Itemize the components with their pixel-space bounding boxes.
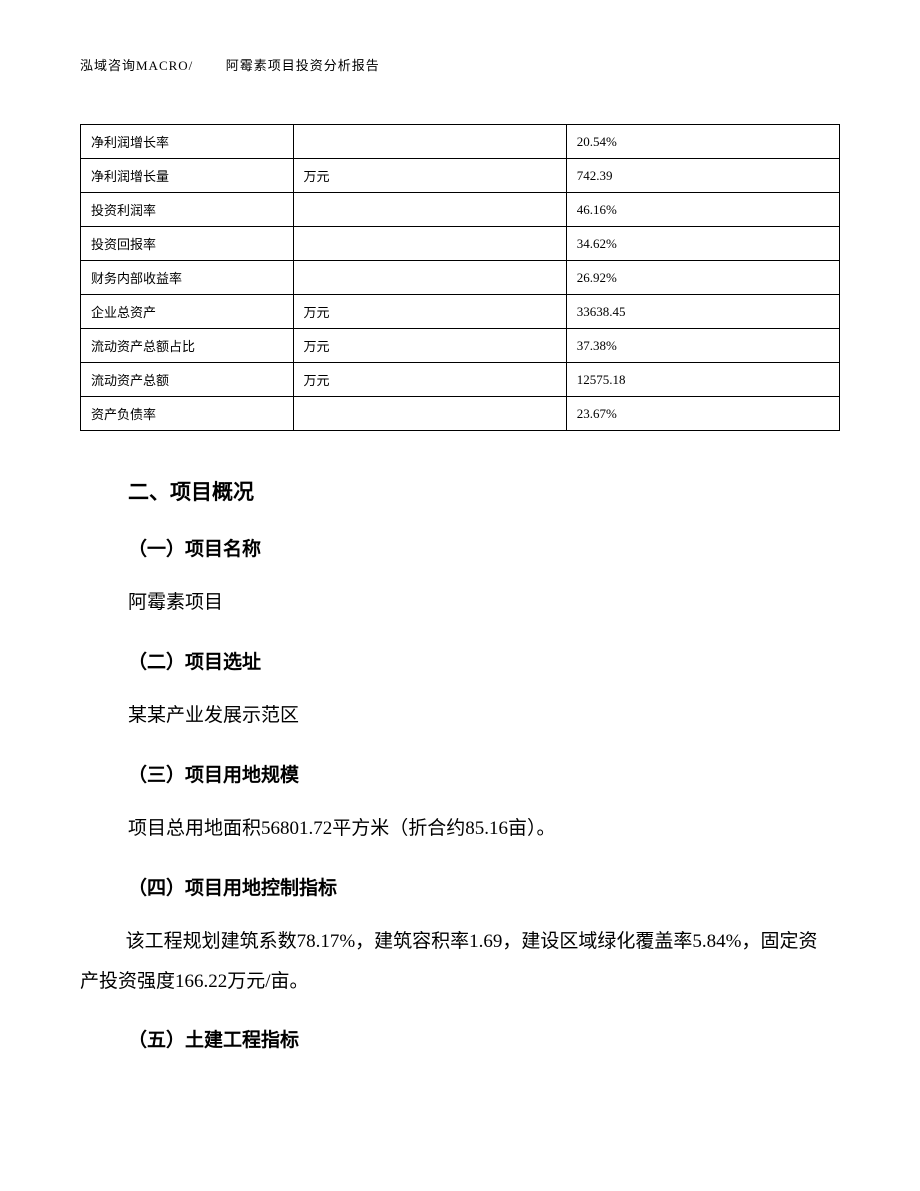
table-cell-label: 净利润增长率	[81, 125, 294, 159]
table-cell-unit: 万元	[293, 159, 566, 193]
header-company: 泓域咨询MACRO/	[80, 58, 193, 73]
table-cell-value: 20.54%	[566, 125, 839, 159]
table-cell-label: 流动资产总额	[81, 363, 294, 397]
table-cell-unit: 万元	[293, 329, 566, 363]
body-text-project-name: 阿霉素项目	[128, 583, 840, 623]
header-title: 阿霉素项目投资分析报告	[226, 58, 380, 73]
body-text-land-scale: 项目总用地面积56801.72平方米（折合约85.16亩）。	[128, 809, 840, 849]
table-cell-unit	[293, 261, 566, 295]
sub-heading-land-control: （四）项目用地控制指标	[128, 873, 840, 900]
table-cell-label: 净利润增长量	[81, 159, 294, 193]
table-row: 财务内部收益率 26.92%	[81, 261, 840, 295]
sub-heading-land-scale: （三）项目用地规模	[128, 760, 840, 787]
sub-heading-location: （二）项目选址	[128, 647, 840, 674]
sub-heading-project-name: （一）项目名称	[128, 534, 840, 561]
table-cell-label: 投资回报率	[81, 227, 294, 261]
table-cell-unit	[293, 193, 566, 227]
table-cell-value: 34.62%	[566, 227, 839, 261]
table-cell-value: 12575.18	[566, 363, 839, 397]
table-row: 流动资产总额占比 万元 37.38%	[81, 329, 840, 363]
table-row: 净利润增长率 20.54%	[81, 125, 840, 159]
table-row: 投资回报率 34.62%	[81, 227, 840, 261]
table-row: 资产负债率 23.67%	[81, 397, 840, 431]
table-cell-value: 46.16%	[566, 193, 839, 227]
table-cell-unit	[293, 125, 566, 159]
page-header: 泓域咨询MACRO/ 阿霉素项目投资分析报告	[80, 55, 840, 74]
table-cell-value: 23.67%	[566, 397, 839, 431]
table-cell-label: 资产负债率	[81, 397, 294, 431]
body-text-land-control: 该工程规划建筑系数78.17%，建筑容积率1.69，建设区域绿化覆盖率5.84%…	[80, 922, 840, 1002]
table-row: 流动资产总额 万元 12575.18	[81, 363, 840, 397]
table-cell-label: 投资利润率	[81, 193, 294, 227]
table-cell-unit	[293, 397, 566, 431]
financial-indicators-table: 净利润增长率 20.54% 净利润增长量 万元 742.39 投资利润率 46.…	[80, 124, 840, 431]
table-cell-value: 742.39	[566, 159, 839, 193]
table-cell-value: 33638.45	[566, 295, 839, 329]
document-page: 泓域咨询MACRO/ 阿霉素项目投资分析报告 净利润增长率 20.54% 净利润…	[0, 0, 920, 1154]
table-row: 企业总资产 万元 33638.45	[81, 295, 840, 329]
sub-heading-construction: （五）土建工程指标	[128, 1025, 840, 1052]
section-heading-overview: 二、项目概况	[128, 476, 840, 506]
table-cell-unit: 万元	[293, 363, 566, 397]
table-cell-value: 26.92%	[566, 261, 839, 295]
table-cell-unit	[293, 227, 566, 261]
table-cell-unit: 万元	[293, 295, 566, 329]
body-text-location: 某某产业发展示范区	[128, 696, 840, 736]
table-cell-label: 企业总资产	[81, 295, 294, 329]
table-cell-label: 财务内部收益率	[81, 261, 294, 295]
table-row: 净利润增长量 万元 742.39	[81, 159, 840, 193]
table-row: 投资利润率 46.16%	[81, 193, 840, 227]
table-cell-label: 流动资产总额占比	[81, 329, 294, 363]
table-cell-value: 37.38%	[566, 329, 839, 363]
